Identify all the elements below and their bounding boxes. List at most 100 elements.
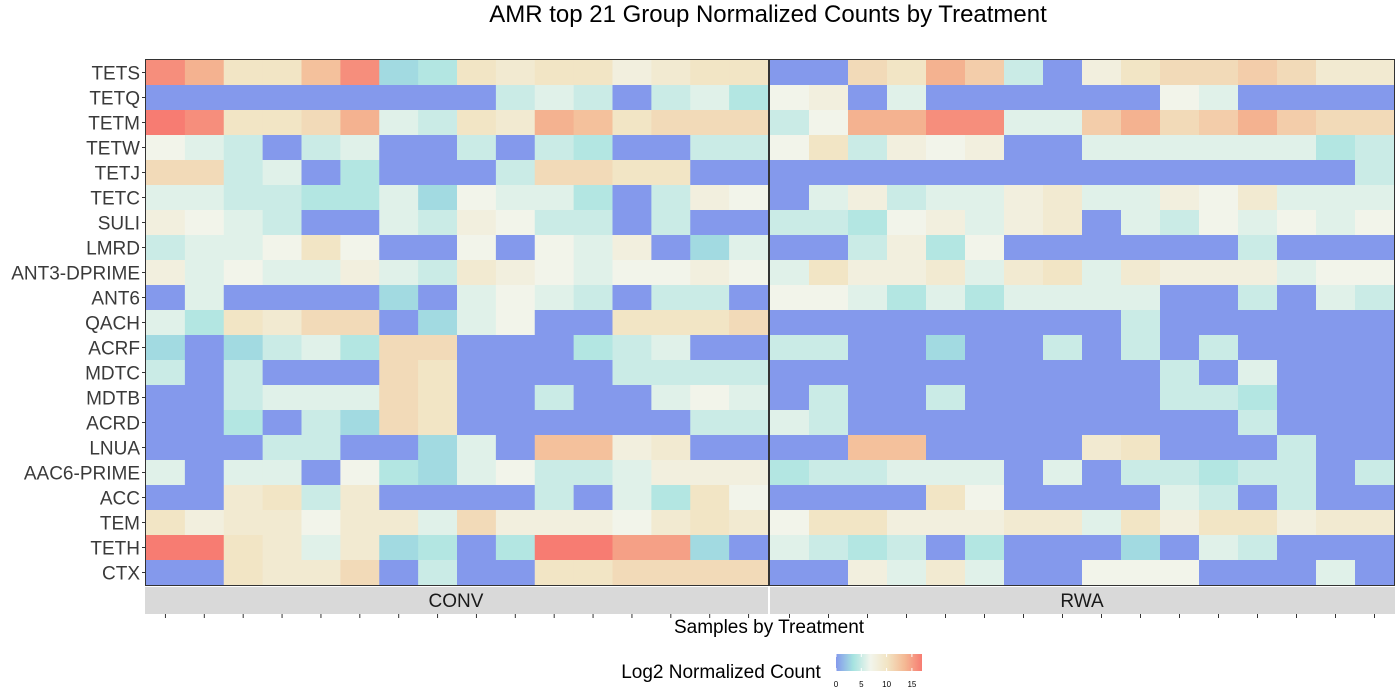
heatmap-cell <box>301 60 341 86</box>
heatmap-cell <box>887 510 927 536</box>
heatmap-cell <box>1238 485 1278 511</box>
heatmap-cell <box>457 335 497 361</box>
heatmap-cell <box>184 110 225 136</box>
heatmap-cell <box>770 410 810 436</box>
heatmap-cell <box>612 460 652 486</box>
heatmap-cell <box>1277 210 1317 236</box>
heatmap-cell <box>651 410 691 436</box>
heatmap-cell <box>418 460 458 486</box>
heatmap-cell <box>887 185 927 211</box>
heatmap-cell <box>848 210 888 236</box>
heatmap-cell <box>1277 435 1317 461</box>
x-axis-label: Samples by Treatment <box>674 617 865 638</box>
heatmap-cell <box>418 310 458 336</box>
heatmap-cell <box>887 160 927 186</box>
heatmap-cell <box>848 160 888 186</box>
heatmap-cell <box>690 485 730 511</box>
heatmap-cell <box>770 135 810 161</box>
heatmap-cell <box>770 110 810 136</box>
heatmap-cell <box>573 260 614 286</box>
heatmap-cell <box>1160 85 1200 111</box>
heatmap-cell <box>690 135 730 161</box>
heatmap-cell <box>573 460 614 486</box>
heatmap-cell <box>1160 385 1200 411</box>
heatmap-cell <box>809 435 849 461</box>
heatmap-cell <box>729 160 769 186</box>
heatmap-cell <box>612 335 652 361</box>
heatmap-cell <box>534 435 575 461</box>
heatmap-cell <box>379 335 419 361</box>
heatmap-cell <box>887 110 927 136</box>
heatmap-cell <box>729 460 769 486</box>
heatmap-cell <box>418 110 458 136</box>
heatmap-cell <box>848 185 888 211</box>
heatmap-cell <box>1316 485 1356 511</box>
heatmap-cell <box>262 260 303 286</box>
heatmap-cell <box>146 185 186 211</box>
heatmap-cell <box>965 110 1005 136</box>
heatmap-cell <box>1004 185 1044 211</box>
heatmap-cell <box>379 285 419 311</box>
heatmap-cell <box>965 360 1005 386</box>
heatmap-cell <box>651 210 691 236</box>
heatmap-cell <box>1355 285 1395 311</box>
heatmap-cell <box>612 85 652 111</box>
heatmap-cell <box>926 85 966 111</box>
heatmap-cell <box>495 110 536 136</box>
heatmap-cell <box>379 260 419 286</box>
row-label: LNUA <box>89 439 140 460</box>
heatmap-cell <box>1043 160 1083 186</box>
heatmap-cell <box>1238 235 1278 261</box>
heatmap-cell <box>926 410 966 436</box>
heatmap-cell <box>1004 235 1044 261</box>
heatmap-cell <box>1082 260 1122 286</box>
heatmap-cell <box>534 235 575 261</box>
heatmap-cell <box>262 110 303 136</box>
heatmap-cell <box>651 185 691 211</box>
heatmap-cell <box>848 335 888 361</box>
heatmap-cell <box>184 310 225 336</box>
heatmap-cell <box>887 310 927 336</box>
heatmap-cell <box>651 460 691 486</box>
heatmap-cell <box>146 85 186 111</box>
heatmap-cell <box>1004 135 1044 161</box>
heatmap-cell <box>1043 260 1083 286</box>
heatmap-cell <box>262 560 303 586</box>
heatmap-cell <box>809 510 849 536</box>
heatmap-cell <box>1199 85 1239 111</box>
heatmap-cell <box>651 285 691 311</box>
heatmap-cell <box>262 310 303 336</box>
row-label: ANT3-DPRIME <box>11 264 140 285</box>
heatmap-cell <box>926 60 966 86</box>
heatmap-cell <box>1316 235 1356 261</box>
heatmap-cell <box>1355 435 1395 461</box>
heatmap-cell <box>1043 185 1083 211</box>
heatmap-cell <box>1238 385 1278 411</box>
heatmap-cell <box>690 535 730 561</box>
heatmap-cell <box>848 60 888 86</box>
heatmap-cell <box>262 385 303 411</box>
legend-title: Log2 Normalized Count <box>621 662 821 683</box>
heatmap-cell <box>495 260 536 286</box>
heatmap-cell <box>573 235 614 261</box>
row-label: TETM <box>88 114 140 135</box>
heatmap-cell <box>340 535 380 561</box>
heatmap-cell <box>534 260 575 286</box>
heatmap-cell <box>965 310 1005 336</box>
heatmap-cell <box>1277 110 1317 136</box>
heatmap-cell <box>457 460 497 486</box>
heatmap-cell <box>770 435 810 461</box>
heatmap-cell <box>534 335 575 361</box>
heatmap-cell <box>1316 160 1356 186</box>
heatmap-cell <box>301 510 341 536</box>
heatmap-cell <box>848 235 888 261</box>
heatmap-cell <box>729 510 769 536</box>
heatmap-cell <box>1199 335 1239 361</box>
heatmap-cell <box>1004 485 1044 511</box>
heatmap-cell <box>184 60 225 86</box>
row-label: TETQ <box>89 89 140 110</box>
heatmap-cell <box>809 60 849 86</box>
heatmap-cell <box>965 135 1005 161</box>
heatmap-cell <box>690 435 730 461</box>
heatmap-cell <box>1121 285 1161 311</box>
